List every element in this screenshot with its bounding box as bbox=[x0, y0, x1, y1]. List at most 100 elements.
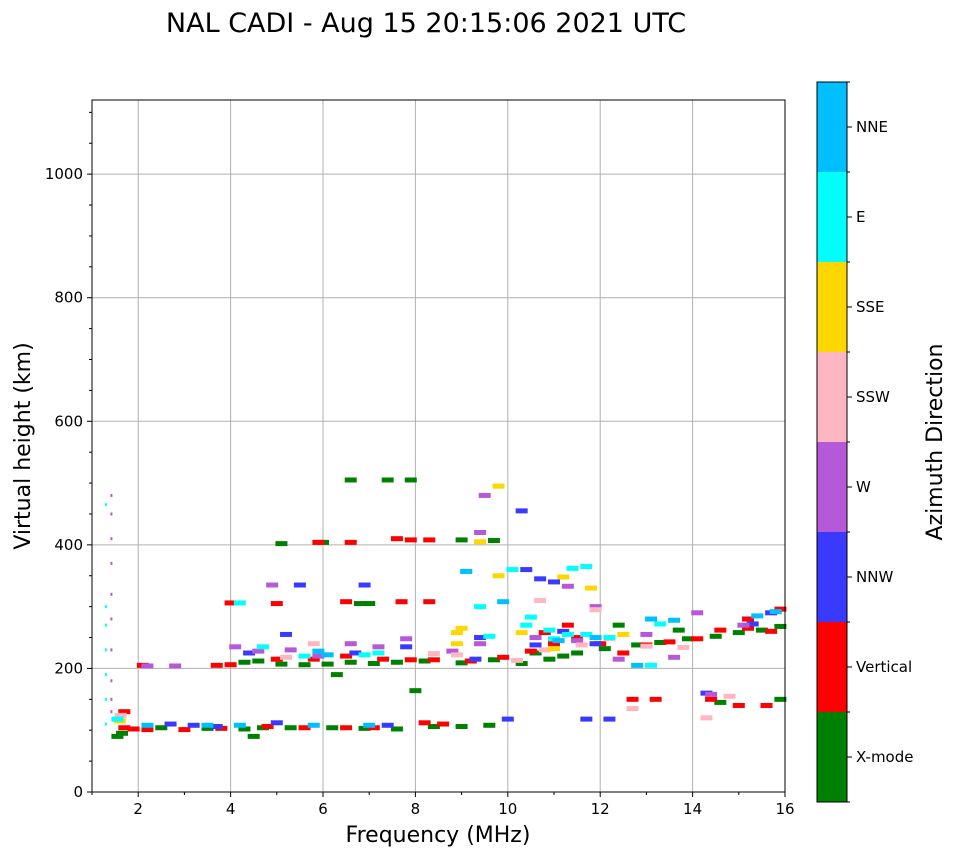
echo-point-nnw-5 bbox=[501, 716, 514, 722]
echo-point-ssw-11 bbox=[511, 657, 524, 663]
x-tick-label-2: 6 bbox=[318, 800, 328, 818]
echo-point-vertical-49 bbox=[561, 622, 574, 628]
echo-point-vertical-25 bbox=[617, 650, 630, 656]
echo-point-x-mode-8 bbox=[358, 725, 371, 731]
echo-point-e-4 bbox=[104, 623, 107, 627]
echo-point-e-21 bbox=[580, 563, 593, 569]
echo-point-vertical-30 bbox=[742, 625, 755, 631]
echo-point-vertical-29 bbox=[714, 627, 727, 633]
echo-point-w-26 bbox=[668, 654, 681, 660]
colorbar-label-e: E bbox=[856, 208, 865, 226]
echo-point-e-8 bbox=[233, 600, 246, 606]
echo-point-nnw-4 bbox=[381, 722, 394, 728]
echo-point-vertical-46 bbox=[732, 703, 745, 708]
echo-point-vertical-0 bbox=[118, 725, 131, 731]
echo-point-x-mode-30 bbox=[681, 636, 694, 642]
echo-point-x-mode-0 bbox=[111, 733, 124, 739]
echo-point-x-mode-19 bbox=[367, 660, 380, 666]
colorbar-label-x-mode: X-mode bbox=[856, 748, 913, 766]
echo-point-nnw-3 bbox=[270, 720, 283, 726]
echo-point-e-0 bbox=[104, 722, 107, 726]
echo-point-nne-6 bbox=[497, 599, 510, 605]
echo-point-ssw-3 bbox=[538, 647, 551, 653]
echo-point-x-mode-18 bbox=[344, 659, 357, 665]
colorbar-swatch-vertical bbox=[817, 622, 847, 712]
echo-point-e-19 bbox=[524, 614, 537, 620]
echo-point-x-mode-52 bbox=[672, 627, 685, 633]
y-axis: 0 200 400 600 800 1000 bbox=[45, 111, 92, 801]
colorbar-swatch-w bbox=[817, 442, 847, 532]
echo-point-w-22 bbox=[571, 638, 584, 644]
echo-point-ssw-8 bbox=[700, 715, 713, 721]
echo-point-x-mode-10 bbox=[427, 724, 440, 730]
colorbar-swatch-sse bbox=[817, 262, 847, 352]
echo-point-sse-2 bbox=[455, 625, 468, 631]
echo-point-x-mode-17 bbox=[321, 661, 334, 667]
echo-point-x-mode-40 bbox=[353, 601, 366, 607]
echo-point-vertical-35 bbox=[344, 539, 357, 545]
echo-point-nnw-10 bbox=[293, 582, 306, 588]
echo-point-nne-11 bbox=[751, 613, 764, 619]
x-axis: 2 4 6 8 10 12 14 16 bbox=[91, 792, 795, 818]
echo-point-nnw-21 bbox=[580, 716, 593, 722]
echo-point-w-16 bbox=[400, 636, 413, 642]
echo-point-e-18 bbox=[645, 662, 658, 668]
echo-point-w-17 bbox=[446, 648, 459, 654]
echo-point-vertical-40 bbox=[312, 539, 325, 545]
echo-point-nnw-11 bbox=[358, 582, 371, 588]
echo-point-x-mode-9 bbox=[390, 726, 403, 732]
echo-point-x-mode-43 bbox=[275, 541, 288, 547]
echo-point-w-19 bbox=[478, 492, 491, 498]
echo-point-vertical-6 bbox=[298, 725, 311, 731]
echo-point-nnw-15 bbox=[400, 644, 413, 650]
echo-point-nnw-25 bbox=[474, 635, 487, 641]
colorbar-title: Azimuth Direction bbox=[923, 343, 948, 540]
echo-point-w-6 bbox=[110, 648, 113, 652]
echo-point-e-5 bbox=[104, 605, 107, 609]
echo-point-w-28 bbox=[705, 691, 718, 697]
echo-point-vertical-45 bbox=[705, 696, 718, 702]
echo-point-nnw-9 bbox=[515, 508, 528, 514]
echo-point-sse-6 bbox=[557, 574, 570, 580]
echo-point-x-mode-11 bbox=[455, 724, 468, 730]
echo-point-e-13 bbox=[543, 627, 556, 633]
echo-point-w-8 bbox=[110, 697, 113, 701]
echo-point-e-17 bbox=[654, 621, 667, 627]
echo-point-sse-8 bbox=[548, 646, 560, 652]
echo-point-nnw-12 bbox=[243, 650, 256, 656]
echo-point-e-14 bbox=[561, 631, 574, 637]
echo-point-e-9 bbox=[474, 604, 487, 610]
echo-point-e-7 bbox=[111, 716, 124, 722]
echo-point-ssw-15 bbox=[307, 641, 320, 647]
echo-point-nne-8 bbox=[589, 635, 602, 641]
echo-point-nne-2 bbox=[233, 722, 246, 728]
echo-point-ssw-10 bbox=[626, 706, 639, 712]
echo-point-vertical-22 bbox=[548, 641, 560, 647]
echo-point-nnw-19 bbox=[589, 641, 602, 647]
echo-point-e-24 bbox=[256, 644, 269, 650]
echo-point-vertical-27 bbox=[663, 639, 676, 645]
echo-point-x-mode-23 bbox=[487, 657, 500, 663]
echo-point-ssw-14 bbox=[280, 654, 293, 660]
plot-frame bbox=[91, 99, 786, 793]
y-axis-title: Virtual height (km) bbox=[11, 342, 36, 549]
echo-point-e-25 bbox=[298, 653, 311, 659]
echo-point-nne-1 bbox=[201, 722, 214, 728]
echo-point-ssw-7 bbox=[677, 644, 690, 650]
echo-point-x-mode-38 bbox=[455, 537, 468, 543]
echo-point-vertical-7 bbox=[340, 725, 353, 731]
echo-point-ssw-4 bbox=[575, 642, 588, 648]
echo-point-vertical-37 bbox=[395, 599, 408, 605]
echo-point-x-mode-15 bbox=[275, 661, 288, 667]
echo-point-nnw-7 bbox=[534, 576, 547, 582]
echo-point-vertical-12 bbox=[224, 662, 237, 668]
echo-point-x-mode-28 bbox=[631, 642, 644, 648]
echo-point-sse-7 bbox=[584, 585, 597, 591]
echo-point-w-1 bbox=[110, 512, 113, 516]
echo-point-nnw-8 bbox=[548, 579, 560, 585]
echo-point-x-mode-2 bbox=[155, 725, 168, 731]
plot-marks bbox=[104, 477, 787, 739]
colorbar-swatch-ssw bbox=[817, 352, 847, 442]
echo-point-vertical-5 bbox=[261, 724, 274, 730]
y-tick-label-4: 800 bbox=[54, 289, 83, 307]
